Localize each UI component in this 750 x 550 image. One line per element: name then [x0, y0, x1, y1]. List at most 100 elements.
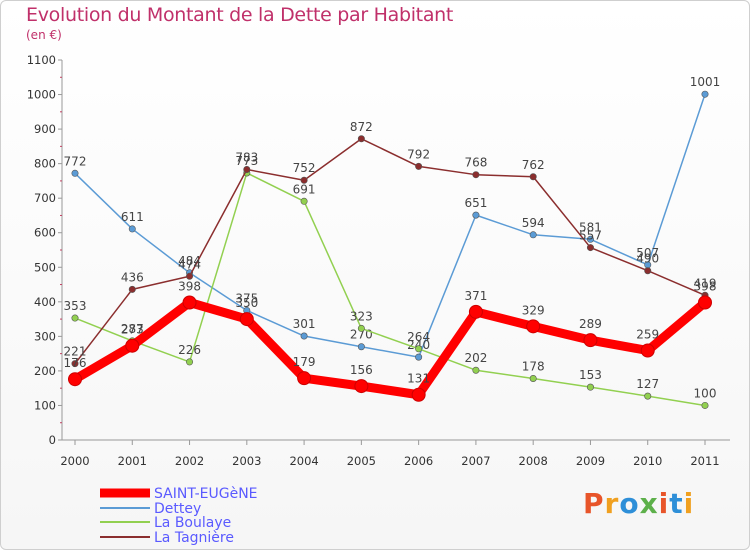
data-label: 436 — [121, 270, 144, 284]
x-tick-label: 2002 — [175, 454, 204, 468]
data-point — [472, 171, 480, 179]
data-point — [468, 304, 483, 319]
data-label: 179 — [293, 355, 316, 369]
data-point — [586, 383, 594, 391]
data-point — [300, 176, 308, 184]
data-label: 240 — [407, 338, 430, 352]
data-point — [243, 166, 251, 174]
data-point — [526, 319, 541, 334]
data-point — [125, 338, 140, 353]
legend-label: La Tagnière — [154, 530, 234, 546]
data-point — [586, 235, 594, 243]
x-tick-label: 2004 — [289, 454, 318, 468]
data-label: 398 — [178, 280, 201, 294]
data-label: 375 — [235, 291, 258, 305]
data-point — [472, 366, 480, 374]
chart-subtitle: (en €) — [26, 28, 62, 42]
data-point — [128, 225, 136, 233]
data-label: 762 — [522, 158, 545, 172]
y-tick-label: 600 — [34, 226, 56, 240]
data-label: 773 — [235, 154, 258, 168]
data-point — [411, 387, 426, 402]
data-point — [583, 333, 598, 348]
data-point — [415, 162, 423, 170]
data-label: 153 — [579, 368, 602, 382]
data-point — [71, 360, 79, 368]
legend-label: La Boulaye — [154, 515, 231, 531]
y-tick-label: 300 — [34, 329, 56, 343]
data-label: 264 — [407, 330, 430, 344]
data-label: 273 — [121, 323, 144, 337]
data-point — [68, 372, 82, 387]
data-label: 259 — [636, 328, 659, 342]
data-label: 557 — [579, 229, 602, 243]
series-line — [70, 298, 710, 400]
data-label: 289 — [579, 317, 602, 331]
data-point — [644, 392, 652, 400]
data-label: 507 — [636, 246, 659, 260]
data-point — [71, 169, 79, 177]
data-point — [186, 272, 194, 280]
chart-title: Evolution du Montant de la Dette par Hab… — [26, 4, 454, 26]
y-tick-label: 0 — [49, 433, 56, 447]
data-point — [529, 173, 537, 181]
x-tick-label: 2005 — [347, 454, 376, 468]
x-tick-label: 2008 — [519, 454, 548, 468]
legend-label: SAINT-EUGèNE — [154, 486, 258, 502]
y-tick-label: 400 — [34, 295, 56, 309]
data-label: 490 — [636, 252, 659, 266]
y-tick-label: 800 — [34, 157, 56, 171]
data-label: 611 — [121, 210, 144, 224]
data-label: 350 — [235, 296, 258, 310]
data-point — [415, 353, 423, 361]
data-point — [354, 379, 369, 394]
data-point — [128, 285, 136, 293]
data-label: 872 — [350, 120, 373, 134]
data-label: 581 — [579, 220, 602, 234]
data-label: 752 — [293, 161, 316, 175]
proxiti-logo: Proxiti — [583, 487, 695, 520]
data-label: 768 — [464, 156, 487, 170]
x-tick-label: 2011 — [690, 454, 719, 468]
data-point — [701, 401, 709, 409]
data-label: 178 — [522, 360, 545, 374]
data-point — [297, 371, 312, 386]
data-label: 301 — [293, 317, 316, 331]
data-point — [300, 332, 308, 340]
y-tick-label: 700 — [34, 191, 56, 205]
x-tick-label: 2001 — [118, 454, 147, 468]
data-label: 783 — [235, 151, 258, 165]
data-point — [357, 343, 365, 351]
series-line — [74, 138, 706, 365]
data-label: 226 — [178, 343, 201, 357]
data-label: 651 — [464, 196, 487, 210]
data-label: 792 — [407, 147, 430, 161]
data-label: 691 — [293, 182, 316, 196]
y-tick-label: 1100 — [27, 53, 56, 67]
data-point — [529, 231, 537, 239]
x-tick-label: 2000 — [60, 454, 89, 468]
y-tick-label: 200 — [34, 364, 56, 378]
x-tick-label: 2007 — [461, 454, 490, 468]
data-label: 202 — [464, 351, 487, 365]
data-label: 127 — [636, 377, 659, 391]
x-tick-label: 2003 — [232, 454, 261, 468]
data-label: 156 — [350, 363, 373, 377]
data-label: 419 — [694, 276, 717, 290]
data-point — [698, 295, 712, 310]
data-point — [300, 197, 308, 205]
data-label: 221 — [64, 345, 87, 359]
y-tick-label: 100 — [34, 398, 56, 412]
data-label: 329 — [522, 303, 545, 317]
data-label: 353 — [64, 299, 87, 313]
series-line — [74, 93, 706, 358]
data-point — [71, 314, 79, 322]
data-point — [357, 135, 365, 143]
data-label: 287 — [121, 322, 144, 336]
series-line — [74, 172, 706, 407]
data-label: 371 — [464, 289, 487, 303]
data-label: 131 — [407, 372, 430, 386]
data-label: 594 — [522, 216, 545, 230]
x-tick-label: 2006 — [404, 454, 433, 468]
